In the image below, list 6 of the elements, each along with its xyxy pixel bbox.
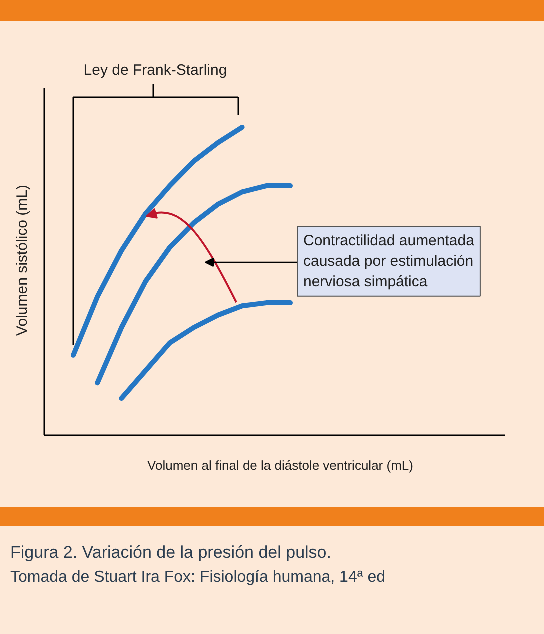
text: Ley de Frank-Starling — [84, 62, 228, 79]
y-axis-title: Volumen sistólico (mL) — [14, 185, 31, 336]
text: Figura 2. Variación de la presión del pulso. — [10, 543, 332, 562]
text: Contractilidad aumentada causada por estimulación nerviosa simpática — [304, 232, 476, 290]
text: Tomada de Stuart Ira Fox: Fisiología humana, 14ª ed — [10, 569, 386, 586]
x-axis-title: Volumen al final de la diástole ventricular (mL) — [148, 458, 414, 473]
